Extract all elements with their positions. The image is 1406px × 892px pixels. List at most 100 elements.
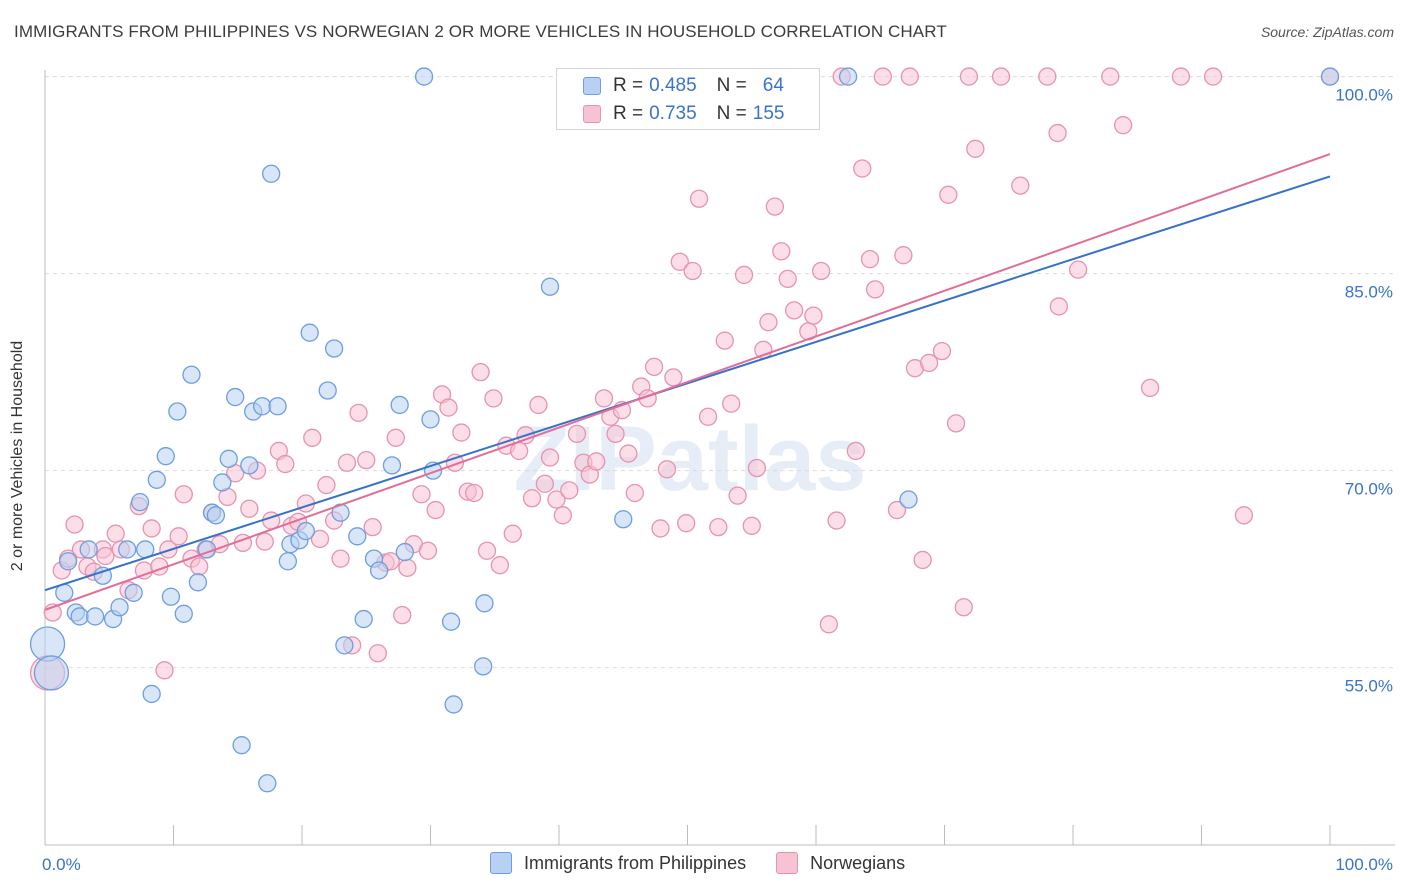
philippines-point — [475, 594, 494, 613]
norwegians-point — [594, 389, 614, 408]
norwegians-point — [452, 423, 471, 442]
norwegians-point — [894, 246, 913, 265]
philippines-point — [93, 566, 112, 585]
philippines-point — [278, 552, 298, 571]
norwegians-point — [683, 261, 702, 281]
philippines-point — [156, 447, 175, 466]
philippines-point — [118, 540, 137, 559]
norwegians-point — [742, 516, 761, 535]
norwegians-point — [331, 549, 350, 568]
norwegians-point — [853, 159, 872, 178]
norwegians-point — [1038, 67, 1057, 86]
philippines-point — [226, 387, 245, 407]
norwegians-point — [386, 428, 405, 447]
philippines-point — [421, 410, 440, 429]
norwegians-point — [276, 454, 295, 474]
norwegians-point — [698, 407, 718, 426]
norwegians-point — [540, 448, 560, 467]
r-value: 0.485 — [649, 75, 697, 96]
legend-swatch-pink — [776, 852, 799, 874]
norwegians-point — [991, 67, 1011, 86]
philippines-point — [348, 527, 367, 546]
philippines-point — [253, 397, 272, 416]
norwegians-point — [932, 341, 952, 361]
axes — [44, 70, 1395, 846]
norwegians-point — [664, 368, 683, 387]
norwegians-point — [946, 414, 966, 433]
norwegians-trend-line — [44, 153, 1331, 611]
x-tick-label: 0.0% — [42, 855, 81, 874]
philippines-point — [354, 609, 373, 629]
legend-swatch-pink — [583, 105, 601, 123]
norwegians-point — [337, 453, 357, 472]
norwegians-point — [1068, 260, 1088, 279]
norwegians-point — [567, 424, 587, 444]
norwegians-point — [677, 514, 696, 533]
norwegians-point — [106, 524, 125, 543]
norwegians-point — [747, 458, 767, 478]
philippines-point — [124, 583, 143, 602]
tick-labels: 55.0% 70.0% 85.0% 100.0% 0.0% 100.0% — [42, 86, 1393, 874]
philippines-point — [33, 655, 70, 691]
norwegians-point — [169, 527, 188, 546]
norwegians-point — [547, 490, 566, 509]
norwegians-point — [310, 529, 330, 549]
norwegians-point — [860, 250, 880, 269]
norwegians-point — [689, 189, 709, 208]
philippines-point — [899, 490, 918, 509]
n-label: N = — [716, 103, 747, 124]
philippines-point — [369, 561, 389, 580]
philippines-point — [441, 612, 461, 631]
philippines-point — [58, 552, 78, 571]
philippines-point — [258, 774, 277, 793]
philippines-point — [444, 695, 463, 714]
norwegians-point — [368, 644, 387, 663]
y-tick-label: 85.0% — [1345, 283, 1393, 302]
norwegians-point — [865, 280, 885, 299]
norwegians-point — [363, 517, 382, 537]
philippines-point — [395, 542, 414, 562]
philippines-point — [110, 598, 129, 617]
norwegians-point — [426, 500, 445, 520]
norwegians-point — [670, 252, 689, 271]
philippines-point — [70, 607, 89, 626]
philippines-point — [1320, 67, 1340, 86]
norwegians-point — [560, 481, 579, 500]
philippines-point — [300, 323, 319, 342]
philippines-point — [318, 381, 337, 400]
philippines-point — [335, 636, 354, 655]
r-label: R = — [613, 75, 644, 96]
stats-legend: R = 0.485 N = 64 R = 0.735 N = 155 — [556, 68, 820, 130]
philippines-point — [232, 736, 251, 755]
norwegians-point — [785, 301, 804, 320]
norwegians-point — [1203, 67, 1223, 86]
n-value: 64 — [762, 75, 784, 96]
norwegians-point — [240, 499, 259, 518]
norwegians-point — [644, 357, 664, 377]
r-value: 0.735 — [649, 103, 697, 124]
philippines-point — [147, 470, 166, 489]
norwegians-point — [939, 185, 958, 204]
norwegians-point — [357, 450, 376, 470]
norwegians-point — [190, 557, 209, 576]
legend-label-philippines: Immigrants from Philippines — [524, 852, 747, 873]
norwegians-point — [900, 67, 919, 86]
philippines-point — [130, 493, 150, 512]
philippines-point — [268, 397, 287, 416]
legend-swatch-blue — [490, 852, 512, 874]
philippines-point — [296, 521, 316, 541]
philippines-point — [262, 164, 281, 183]
series-legend: Immigrants from Philippines Norwegians — [490, 852, 935, 874]
norwegians-point — [778, 269, 797, 289]
norwegians-point — [484, 389, 503, 408]
philippines-point — [213, 473, 232, 492]
philippines-point — [219, 449, 238, 468]
norwegians-point — [606, 424, 625, 444]
norwegians-point — [522, 489, 542, 508]
norwegians-point — [349, 403, 368, 422]
philippines-point — [474, 657, 493, 676]
norwegians-point — [510, 441, 529, 461]
philippines-point — [540, 277, 560, 296]
x-tick-label: 100.0% — [1335, 855, 1393, 874]
